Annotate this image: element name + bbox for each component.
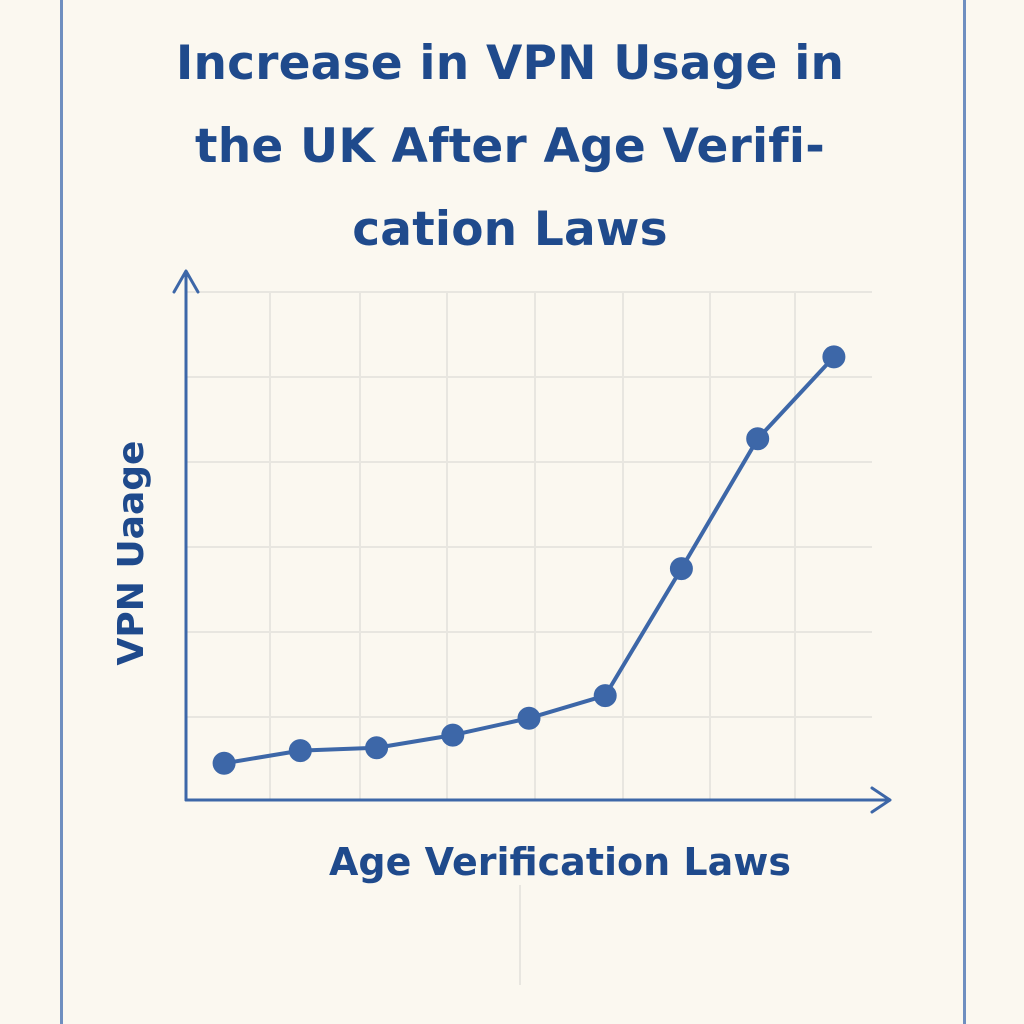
- data-point: [288, 739, 312, 763]
- chart-title-line-3: cation Laws: [352, 202, 668, 257]
- y-axis-arrow-icon: [172, 269, 200, 294]
- data-point: [593, 684, 617, 708]
- series-line: [222, 354, 836, 766]
- frame-left-border: [60, 0, 63, 1024]
- chart-title: Increase in VPN Usage in the UK After Ag…: [110, 22, 910, 271]
- data-point: [441, 723, 465, 747]
- x-axis-label: Age Verification Laws: [329, 840, 791, 884]
- axes: [172, 269, 892, 814]
- data-points: [212, 345, 846, 775]
- data-point: [746, 427, 770, 451]
- chart-title-line-1: Increase in VPN Usage in: [175, 36, 845, 91]
- data-point: [822, 345, 846, 369]
- series-line-group: [222, 354, 836, 766]
- data-point: [517, 706, 541, 730]
- chart-title-line-2: the UK After Age Verifi-: [195, 119, 825, 174]
- x-axis-arrow-icon: [870, 786, 892, 814]
- frame-right-border: [963, 0, 966, 1024]
- data-point: [669, 557, 693, 581]
- data-point: [365, 736, 389, 760]
- y-axis-label: VPN Uaage: [111, 441, 152, 666]
- data-point: [212, 751, 236, 775]
